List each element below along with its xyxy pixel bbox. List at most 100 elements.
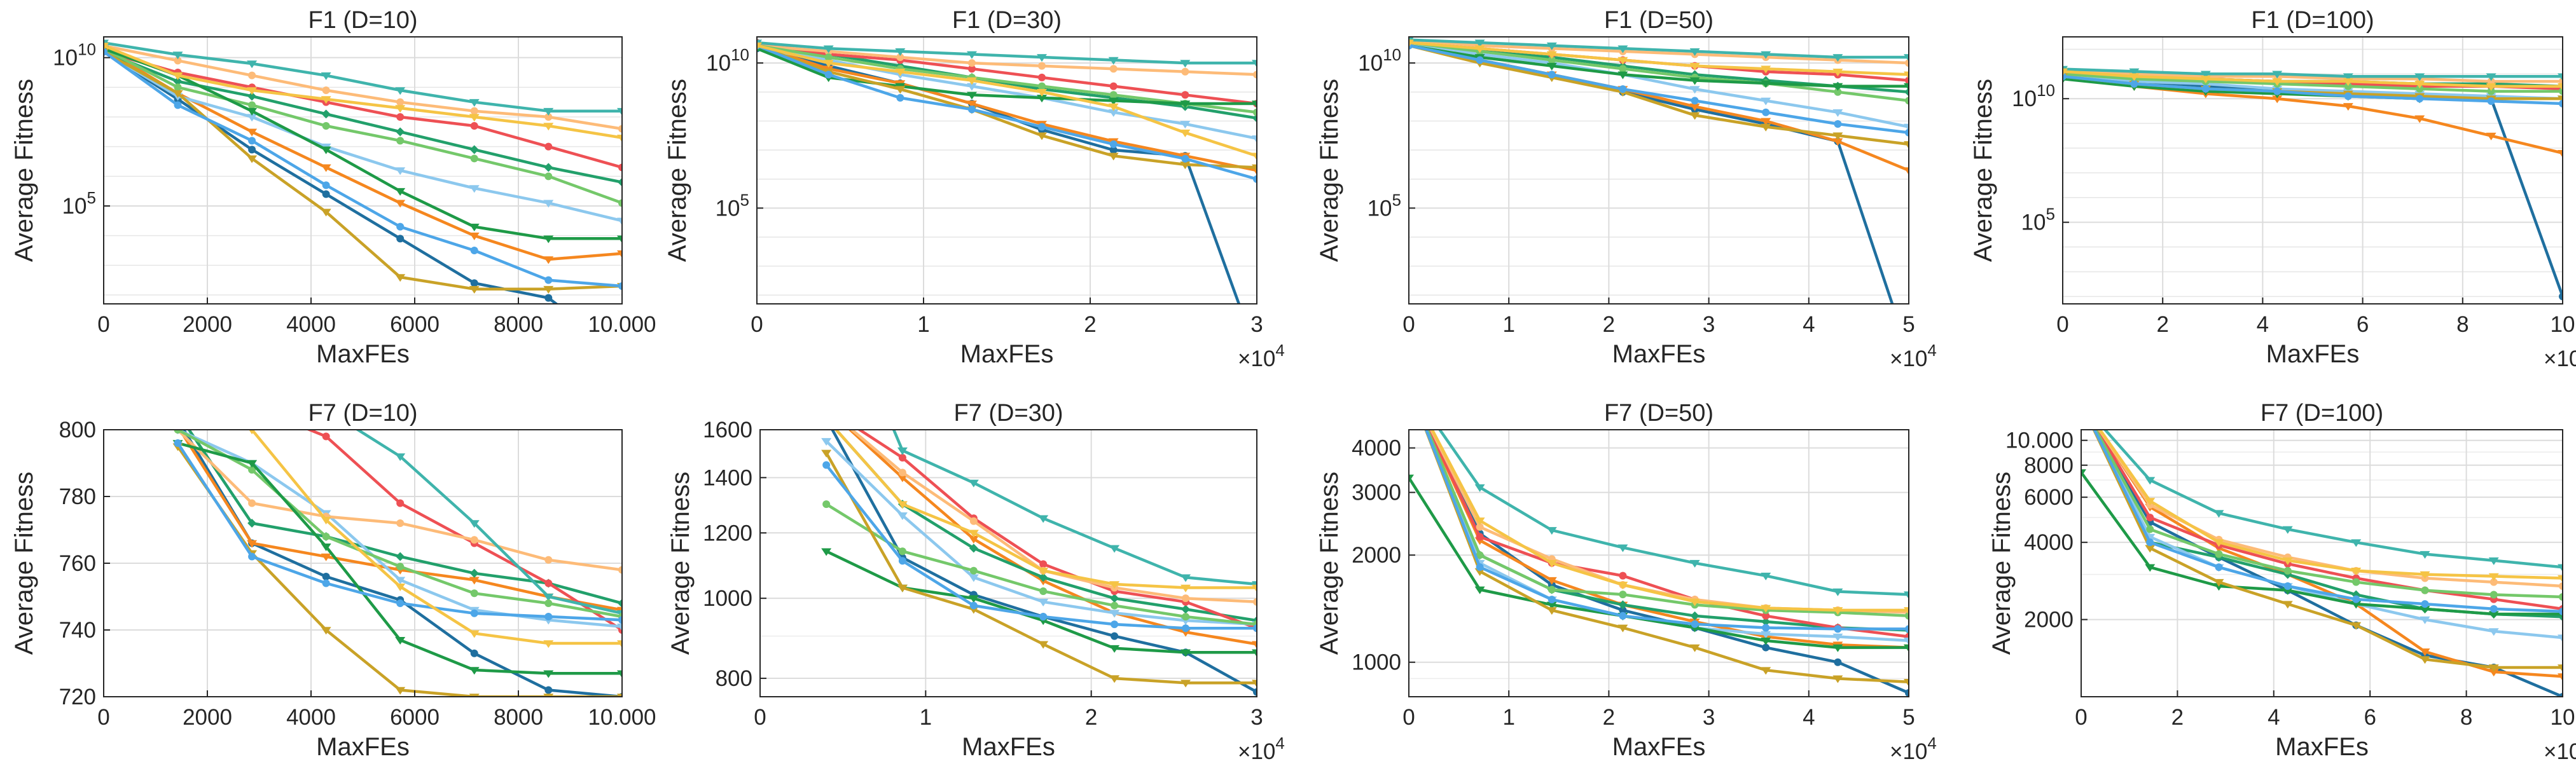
data-point [897, 501, 908, 509]
data-point [544, 579, 553, 587]
data-point [247, 128, 258, 137]
data-point [1038, 123, 1046, 131]
x-tick-label: 8000 [494, 705, 543, 730]
data-point [967, 59, 976, 67]
x-tick-label: 3 [1250, 312, 1263, 337]
data-point [174, 386, 182, 393]
y-tick-label: 2000 [1352, 543, 1401, 568]
data-point [2416, 95, 2424, 103]
series-line [2103, 430, 2563, 569]
data-point [321, 96, 331, 104]
data-point [2283, 566, 2292, 575]
data-point [1109, 82, 1118, 90]
data-point [2558, 673, 2563, 681]
data-point [544, 113, 553, 121]
data-point [1762, 612, 1770, 620]
data-point [174, 101, 182, 109]
data-point [1617, 624, 1628, 633]
data-point [2213, 583, 2224, 591]
series-line [1437, 430, 1909, 596]
data-point [1546, 527, 1557, 535]
data-point [2145, 477, 2156, 485]
data-point [395, 274, 406, 282]
x-tick-label: 0 [754, 705, 766, 730]
data-point [2146, 525, 2154, 533]
chart-title: F1 (D=30) [952, 7, 1062, 34]
data-point [1252, 680, 1257, 688]
data-point [2351, 622, 2362, 630]
data-point [2414, 81, 2425, 89]
data-point [1548, 71, 1556, 79]
data-point [1904, 679, 1909, 687]
data-point [1253, 71, 1257, 79]
data-point [2076, 400, 2086, 407]
data-point [2488, 669, 2499, 677]
chart-title: F1 (D=10) [308, 7, 417, 34]
data-point [1761, 631, 1771, 639]
data-point [321, 553, 331, 561]
data-point [966, 51, 977, 59]
data-point [969, 601, 978, 610]
data-point [544, 599, 553, 607]
data-point [1546, 577, 1557, 585]
data-point [396, 113, 405, 121]
data-point [247, 92, 257, 101]
data-point [396, 519, 405, 527]
data-point [1617, 582, 1628, 590]
data-point [969, 517, 978, 525]
data-point [1111, 620, 1119, 629]
data-point [248, 71, 256, 79]
data-point [1619, 606, 1627, 614]
series-line [757, 44, 1257, 181]
data-point [1409, 39, 1414, 48]
data-point [2130, 79, 2138, 88]
data-point [1037, 132, 1048, 140]
data-point [1109, 645, 1120, 653]
data-point [969, 566, 978, 575]
data-point [2352, 595, 2360, 603]
data-point [1761, 118, 1771, 126]
data-point [2282, 557, 2293, 565]
data-point [966, 92, 977, 100]
axes-frame [756, 36, 1257, 304]
data-point [898, 469, 906, 477]
y-axis-label: Average Fitness [1315, 79, 1343, 262]
data-point [2344, 92, 2352, 100]
series-line [2093, 430, 2563, 640]
x-exponent-label: ×104 [2544, 734, 2576, 764]
series-group [2076, 400, 2563, 697]
series-line [2095, 430, 2563, 611]
data-point [321, 109, 331, 119]
data-point [396, 137, 405, 145]
data-point [2420, 571, 2430, 579]
series-line [757, 41, 1257, 106]
chart-title: F1 (D=50) [1604, 7, 1714, 34]
data-point [1180, 121, 1191, 129]
data-point [1253, 624, 1257, 633]
data-point [1180, 161, 1191, 170]
x-axis-label: MaxFEs [960, 340, 1054, 368]
series-line [1409, 41, 1909, 102]
data-point [470, 247, 478, 254]
y-tick-label: 1000 [1352, 650, 1401, 675]
x-axis-label: MaxFEs [316, 340, 410, 368]
data-point [1476, 533, 1484, 541]
series-line [104, 47, 622, 240]
data-point [618, 177, 622, 187]
data-point [2559, 593, 2563, 601]
data-point [823, 45, 834, 53]
series-line [1428, 430, 1909, 638]
y-tick-label: 740 [59, 618, 96, 643]
data-point [1405, 381, 1413, 389]
data-point [172, 51, 183, 60]
data-point [173, 376, 183, 384]
data-point [1834, 625, 1842, 633]
y-axis-label: Average Fitness [1969, 79, 1997, 262]
data-point [822, 500, 831, 509]
data-point [618, 616, 622, 624]
data-point [470, 536, 478, 544]
y-axis-label: Average Fitness [667, 472, 695, 655]
data-point [2421, 600, 2429, 608]
data-point [396, 499, 405, 507]
data-point [544, 556, 553, 564]
